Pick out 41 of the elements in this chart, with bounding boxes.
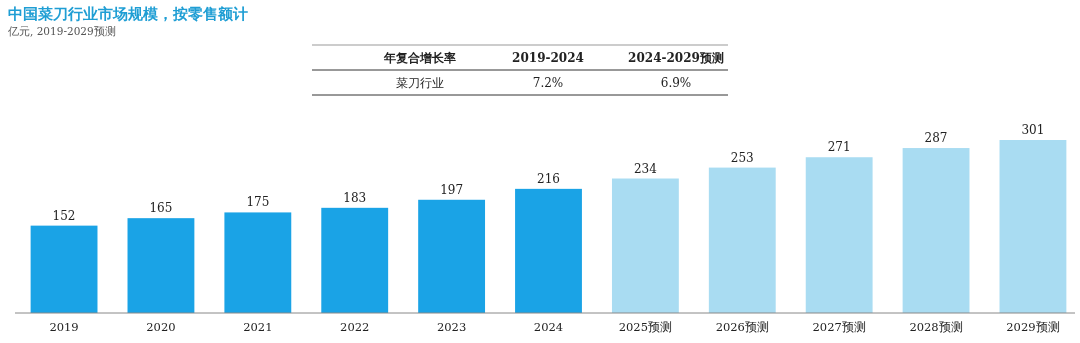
data-label: 253 <box>730 150 754 165</box>
bar <box>902 148 970 313</box>
chart-title: 中国菜刀行业市场规模，按零售额计 <box>8 5 248 23</box>
bar <box>127 218 195 313</box>
x-tick-label: 2028预测 <box>909 320 963 334</box>
data-label: 165 <box>149 201 173 216</box>
bar <box>515 188 582 313</box>
bar <box>805 157 873 313</box>
bar <box>708 167 776 313</box>
data-label: 152 <box>52 208 76 223</box>
x-tick-label: 2021 <box>243 320 273 334</box>
x-tick-label: 2027预测 <box>812 320 866 334</box>
bar <box>418 199 486 313</box>
text: 7.2% <box>532 76 564 90</box>
data-label: 301 <box>1021 123 1045 137</box>
data-label: 197 <box>440 182 464 197</box>
data-label: 216 <box>537 171 560 186</box>
x-tick-label: 2024 <box>533 320 564 334</box>
x-tick-label: 2025预测 <box>618 320 673 334</box>
x-tick-label: 2022 <box>340 320 370 334</box>
x-tick-label: 2026预测 <box>715 320 769 334</box>
text: 2024-2029预测 <box>628 51 724 65</box>
text: 年复合增长率 <box>383 51 456 65</box>
x-tick-label: 2029预测 <box>1006 320 1060 334</box>
text: 2019-2024 <box>512 51 584 65</box>
text: 菜刀行业 <box>396 76 444 90</box>
x-tick-label: 2023 <box>436 320 467 334</box>
bar <box>224 212 292 313</box>
data-label: 175 <box>246 195 270 210</box>
text: 6.9% <box>660 76 692 90</box>
chart-subtitle: 亿元, 2019-2029预测 <box>7 25 116 37</box>
bar <box>611 178 679 313</box>
x-tick-label: 2019 <box>49 320 79 334</box>
data-label: 271 <box>827 140 851 155</box>
data-label: 234 <box>633 161 658 176</box>
data-label: 183 <box>343 190 367 205</box>
x-tick-label: 2020 <box>146 320 176 334</box>
bar <box>30 225 98 313</box>
bar <box>999 140 1067 313</box>
data-label: 287 <box>924 131 948 146</box>
bar <box>321 207 389 313</box>
